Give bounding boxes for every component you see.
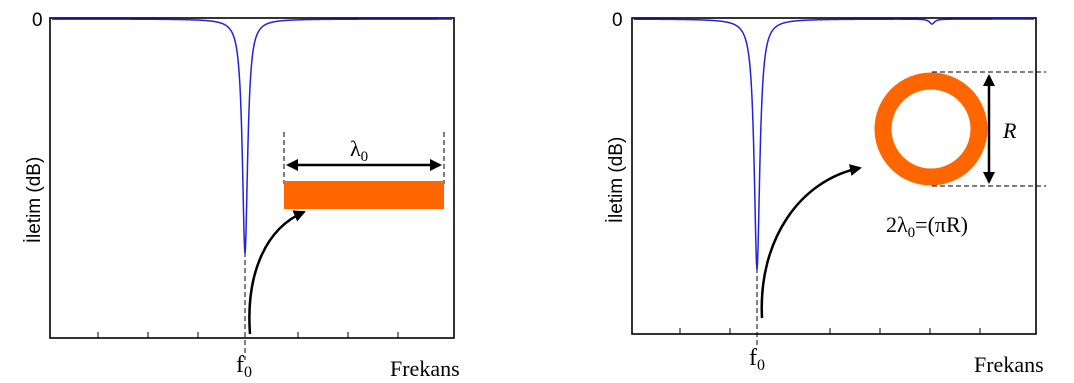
- right-pointer-arrow: [760, 164, 862, 319]
- left-transmission-curve: [52, 18, 452, 254]
- left-plot-frame: [49, 17, 455, 339]
- right-panel: 0 İletim (dB) f0 Frekans R 2λ0=(πR): [606, 10, 1046, 377]
- right-transmission-curve: [634, 18, 1034, 270]
- right-x-ticks: [679, 328, 981, 334]
- left-f0-tick-label: f0: [236, 352, 252, 381]
- right-formula-label: 2λ0=(πR): [886, 212, 968, 241]
- right-formula-subscript: 0: [908, 225, 916, 241]
- right-y-zero-label: 0: [612, 10, 623, 31]
- left-pointer-arrow: [248, 210, 306, 335]
- right-ring-resonator: [874, 72, 988, 186]
- right-plot-frame: [631, 17, 1037, 335]
- left-f0-main: f: [236, 352, 244, 378]
- left-lambda-main: λ: [350, 136, 361, 161]
- left-x-axis-label: Frekans: [390, 356, 460, 381]
- left-x-ticks: [97, 332, 399, 338]
- right-radius-label: R: [1002, 118, 1017, 143]
- right-f0-tick-label: f0: [749, 345, 765, 374]
- right-x-axis-label: Frekans: [974, 352, 1044, 377]
- right-f0-subscript: 0: [757, 357, 765, 374]
- left-wavelength-label: λ0: [350, 136, 368, 165]
- left-panel: 0 İletim (dB) f0 Frekans λ0: [24, 10, 460, 381]
- right-formula-suffix: =(πR): [915, 212, 968, 237]
- left-y-axis-label: İletim (dB): [24, 157, 45, 244]
- right-f0-main: f: [749, 345, 757, 371]
- right-y-axis-label: İletim (dB): [606, 137, 627, 224]
- left-y-zero-label: 0: [32, 10, 43, 31]
- left-lambda-subscript: 0: [361, 149, 369, 165]
- right-formula-prefix: 2λ: [886, 212, 908, 237]
- left-f0-subscript: 0: [244, 364, 252, 381]
- left-resonator-strip: [284, 181, 444, 209]
